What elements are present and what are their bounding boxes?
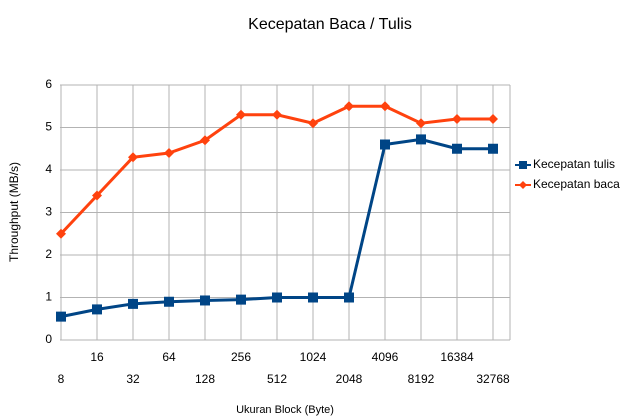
y-tick-label: 0 [45, 332, 52, 346]
y-tick-label: 6 [45, 77, 52, 91]
marker [416, 118, 426, 129]
marker [128, 152, 138, 163]
marker [308, 292, 318, 303]
legend-label: Kecepatan tulis [533, 157, 615, 171]
x-tick-label: 2048 [336, 372, 363, 386]
marker [56, 228, 66, 239]
marker [344, 101, 354, 112]
marker [92, 304, 102, 315]
marker [308, 118, 318, 129]
x-tick-label: 16384 [440, 350, 474, 364]
x-tick-label: 8192 [408, 372, 435, 386]
legend-marker [519, 181, 527, 189]
marker [236, 294, 246, 305]
marker [416, 134, 426, 145]
x-axis-label: Ukuran Block (Byte) [236, 404, 334, 416]
y-tick-label: 2 [45, 247, 52, 261]
x-tick-label: 8 [58, 372, 65, 386]
marker [200, 135, 210, 146]
marker [272, 292, 282, 303]
x-tick-label: 256 [231, 350, 251, 364]
legend-label: Kecepatan baca [533, 177, 620, 191]
x-tick-label: 16 [90, 350, 104, 364]
marker [488, 114, 498, 124]
y-axis-label: Throughput (MB/s) [7, 162, 21, 262]
marker [200, 295, 210, 306]
marker [380, 101, 390, 112]
marker [56, 311, 66, 322]
y-tick-label: 3 [45, 205, 52, 219]
marker [380, 139, 390, 150]
x-tick-label: 32768 [476, 372, 510, 386]
legend-marker [519, 161, 527, 169]
marker [128, 298, 138, 309]
y-tick-label: 1 [45, 290, 52, 304]
x-tick-label: 1024 [300, 350, 327, 364]
y-tick-label: 4 [45, 162, 52, 176]
marker [272, 109, 282, 120]
x-tick-label: 512 [267, 372, 287, 386]
marker [452, 143, 462, 154]
marker [236, 109, 246, 120]
marker [488, 143, 498, 154]
x-tick-label: 32 [126, 372, 140, 386]
marker [164, 296, 174, 307]
marker [164, 148, 174, 158]
marker [92, 190, 102, 201]
x-tick-label: 4096 [372, 350, 399, 364]
x-tick-label: 64 [162, 350, 176, 364]
chart-title: Kecepatan Baca / Tulis [248, 16, 412, 33]
x-tick-label: 128 [195, 372, 215, 386]
marker [452, 114, 462, 124]
marker [344, 292, 354, 303]
y-tick-label: 5 [45, 120, 52, 134]
